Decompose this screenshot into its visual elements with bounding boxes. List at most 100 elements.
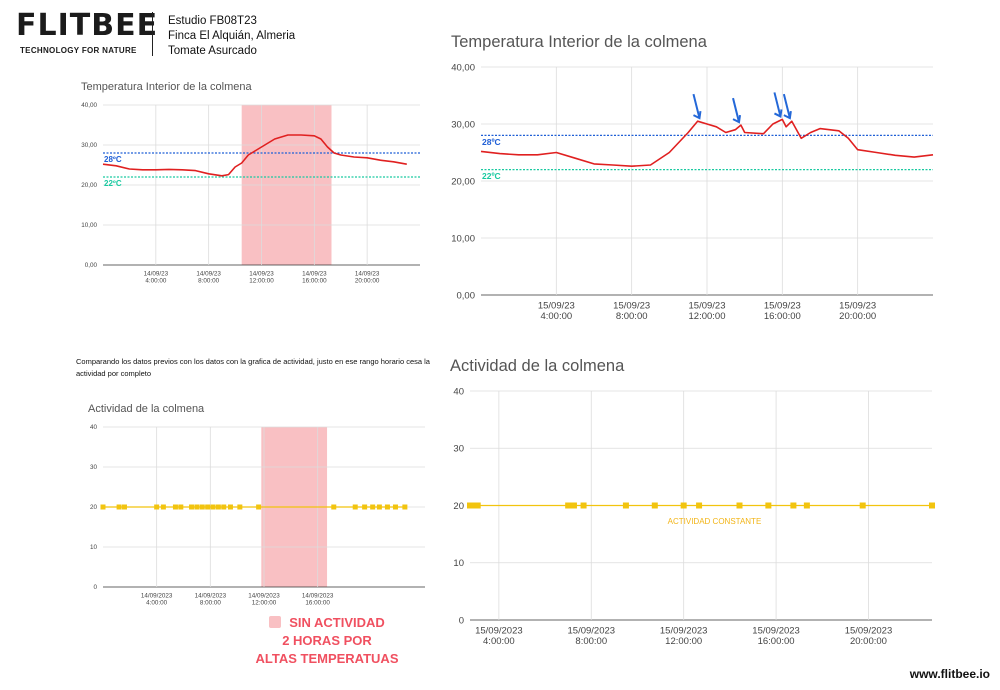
data-point <box>402 504 408 510</box>
chart-activity-15: 01020304015/09/20234:00:0015/09/20238:00… <box>453 386 935 647</box>
data-point <box>765 502 772 509</box>
x-tick-label-time: 12:00:00 <box>252 600 277 607</box>
threshold-label: 22ºC <box>482 171 501 181</box>
study-info: Estudio FB08T23 Finca El Alquián, Almeri… <box>168 14 295 59</box>
y-tick-label: 30,00 <box>81 142 97 149</box>
y-tick-label: 30 <box>90 464 98 471</box>
y-tick-label: 0,00 <box>457 290 476 301</box>
peak-arrow <box>692 93 701 119</box>
y-tick-label: 0 <box>93 584 97 591</box>
study-line-farm: Finca El Alquián, Almeria <box>168 30 296 42</box>
y-tick-label: 20 <box>453 501 464 512</box>
data-point <box>215 504 221 510</box>
series-line <box>480 118 934 167</box>
data-point <box>221 504 227 510</box>
highlight-swatch <box>269 616 282 628</box>
peak-arrow-head <box>732 114 742 124</box>
data-point <box>362 504 368 510</box>
threshold-label: 28ºC <box>104 155 122 164</box>
y-tick-label: 40 <box>90 424 98 431</box>
x-tick-label-time: 8:00:00 <box>200 600 222 607</box>
no-activity-label: SIN ACTIVIDAD 2 HORAS POR ALTAS TEMPERAT… <box>242 614 412 668</box>
data-point <box>160 504 166 510</box>
x-tick-label-time: 20:00:00 <box>355 278 380 285</box>
series-line <box>102 134 407 177</box>
x-tick-label-date: 15/09/23 <box>689 301 726 312</box>
chart-title-activity-14: Actividad de la colmena <box>88 403 205 415</box>
data-point <box>121 504 127 510</box>
y-tick-label: 20 <box>90 504 98 511</box>
data-point <box>622 502 629 509</box>
x-tick-label-date: 15/09/23 <box>613 301 650 312</box>
data-point <box>227 504 233 510</box>
y-tick-label: 20,00 <box>81 182 97 189</box>
x-tick-label-time: 16:00:00 <box>302 278 327 285</box>
no-activity-line-1: SIN ACTIVIDAD <box>242 614 412 632</box>
x-tick-label-date: 14/09/23 <box>196 270 221 277</box>
x-tick-label-date: 14/09/2023 <box>302 592 334 599</box>
data-point <box>100 504 106 510</box>
data-point <box>803 502 810 509</box>
data-point <box>651 502 658 509</box>
logo: FLITBEE <box>16 8 159 43</box>
data-point <box>929 502 935 509</box>
data-point <box>154 504 160 510</box>
x-tick-label-date: 14/09/23 <box>249 270 274 277</box>
data-point <box>331 504 337 510</box>
data-point <box>696 502 703 509</box>
logo-tagline: TECHNOLOGY FOR NATURE <box>20 46 137 55</box>
x-tick-label-time: 12:00:00 <box>249 278 274 285</box>
x-tick-label-time: 16:00:00 <box>764 311 801 322</box>
data-point <box>470 502 477 509</box>
data-point <box>189 504 195 510</box>
data-point <box>205 504 211 510</box>
data-point <box>352 504 358 510</box>
x-tick-label-time: 16:00:00 <box>758 636 795 647</box>
y-tick-label: 10 <box>453 558 464 569</box>
data-point <box>790 502 797 509</box>
x-tick-label-date: 15/09/2023 <box>660 626 708 637</box>
x-tick-label-date: 15/09/2023 <box>752 626 800 637</box>
data-point <box>474 502 481 509</box>
y-tick-label: 40,00 <box>451 62 475 73</box>
x-tick-label-time: 12:00:00 <box>689 311 726 322</box>
data-point <box>194 504 200 510</box>
x-tick-label-time: 4:00:00 <box>540 311 572 322</box>
chart-title-temp-14: Temperatura Interior de la colmena <box>81 81 252 93</box>
peak-arrow <box>773 92 782 117</box>
data-point <box>467 502 473 509</box>
chart-temperature-14: 0,0010,0020,0030,0040,0014/09/234:00:001… <box>81 102 420 285</box>
x-tick-label-time: 4:00:00 <box>483 636 515 647</box>
x-tick-label-date: 14/09/2023 <box>195 592 227 599</box>
constant-activity-label: ACTIVIDAD CONSTANTE <box>668 517 762 526</box>
x-tick-label-time: 20:00:00 <box>850 636 887 647</box>
chart-temperature-15: 0,0010,0020,0030,0040,0015/09/234:00:001… <box>451 62 934 322</box>
y-tick-label: 10 <box>90 544 98 551</box>
x-tick-label-time: 16:00:00 <box>305 600 330 607</box>
data-point <box>237 504 243 510</box>
x-tick-label-date: 15/09/23 <box>839 301 876 312</box>
x-tick-label-time: 20:00:00 <box>839 311 876 322</box>
data-point <box>210 504 216 510</box>
chart-activity-14: 01020304014/09/20234:00:0014/09/20238:00… <box>90 424 425 607</box>
no-activity-line-2: 2 HORAS POR <box>282 633 372 648</box>
x-tick-label-time: 8:00:00 <box>575 636 607 647</box>
x-tick-label-time: 12:00:00 <box>665 636 702 647</box>
website-url[interactable]: www.flitbee.io <box>909 667 990 681</box>
y-tick-label: 30 <box>453 444 464 455</box>
threshold-label: 28ºC <box>482 137 501 147</box>
data-point <box>370 504 376 510</box>
chart-title-temp-15: Temperatura Interior de la colmena <box>451 33 707 51</box>
y-tick-label: 20,00 <box>451 176 475 187</box>
peak-arrow <box>782 93 791 119</box>
x-tick-label-date: 15/09/23 <box>764 301 801 312</box>
x-tick-label-date: 15/09/2023 <box>845 626 893 637</box>
data-point <box>256 504 262 510</box>
peak-arrow-head <box>783 111 792 120</box>
data-point <box>199 504 205 510</box>
header-divider <box>152 12 153 56</box>
data-point <box>178 504 184 510</box>
x-tick-label-date: 14/09/23 <box>302 270 327 277</box>
x-tick-label-time: 4:00:00 <box>145 278 167 285</box>
data-point <box>376 504 382 510</box>
